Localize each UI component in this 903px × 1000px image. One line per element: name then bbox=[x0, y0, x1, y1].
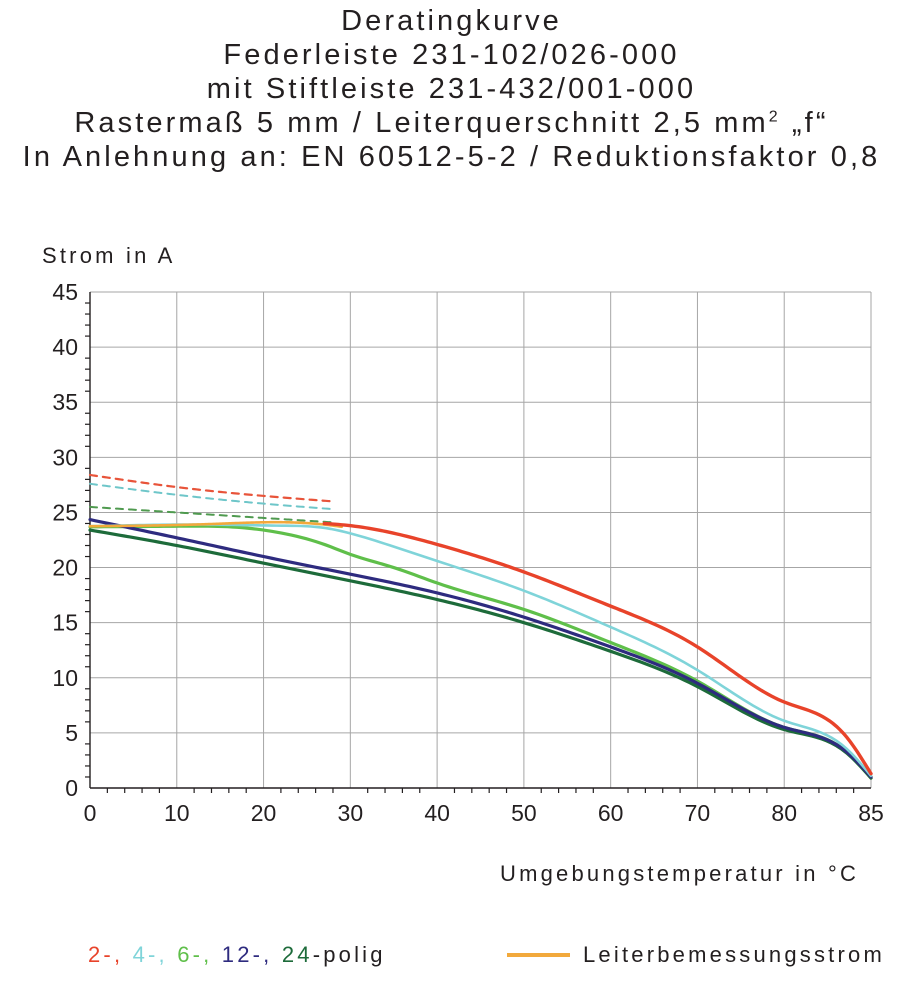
svg-text:40: 40 bbox=[52, 334, 78, 360]
svg-text:10: 10 bbox=[52, 665, 78, 691]
svg-text:25: 25 bbox=[52, 499, 78, 525]
svg-text:40: 40 bbox=[424, 800, 450, 826]
svg-text:0: 0 bbox=[84, 800, 97, 826]
svg-text:45: 45 bbox=[52, 279, 78, 305]
svg-text:15: 15 bbox=[52, 610, 78, 636]
svg-text:50: 50 bbox=[511, 800, 537, 826]
svg-text:35: 35 bbox=[52, 389, 78, 415]
svg-text:20: 20 bbox=[52, 555, 78, 581]
svg-text:85: 85 bbox=[858, 800, 884, 826]
svg-text:20: 20 bbox=[251, 800, 277, 826]
svg-text:30: 30 bbox=[52, 444, 78, 470]
svg-text:70: 70 bbox=[685, 800, 711, 826]
svg-text:80: 80 bbox=[771, 800, 797, 826]
svg-text:0: 0 bbox=[65, 775, 78, 801]
svg-text:10: 10 bbox=[164, 800, 190, 826]
svg-text:30: 30 bbox=[338, 800, 364, 826]
svg-text:60: 60 bbox=[598, 800, 624, 826]
svg-text:5: 5 bbox=[65, 720, 78, 746]
